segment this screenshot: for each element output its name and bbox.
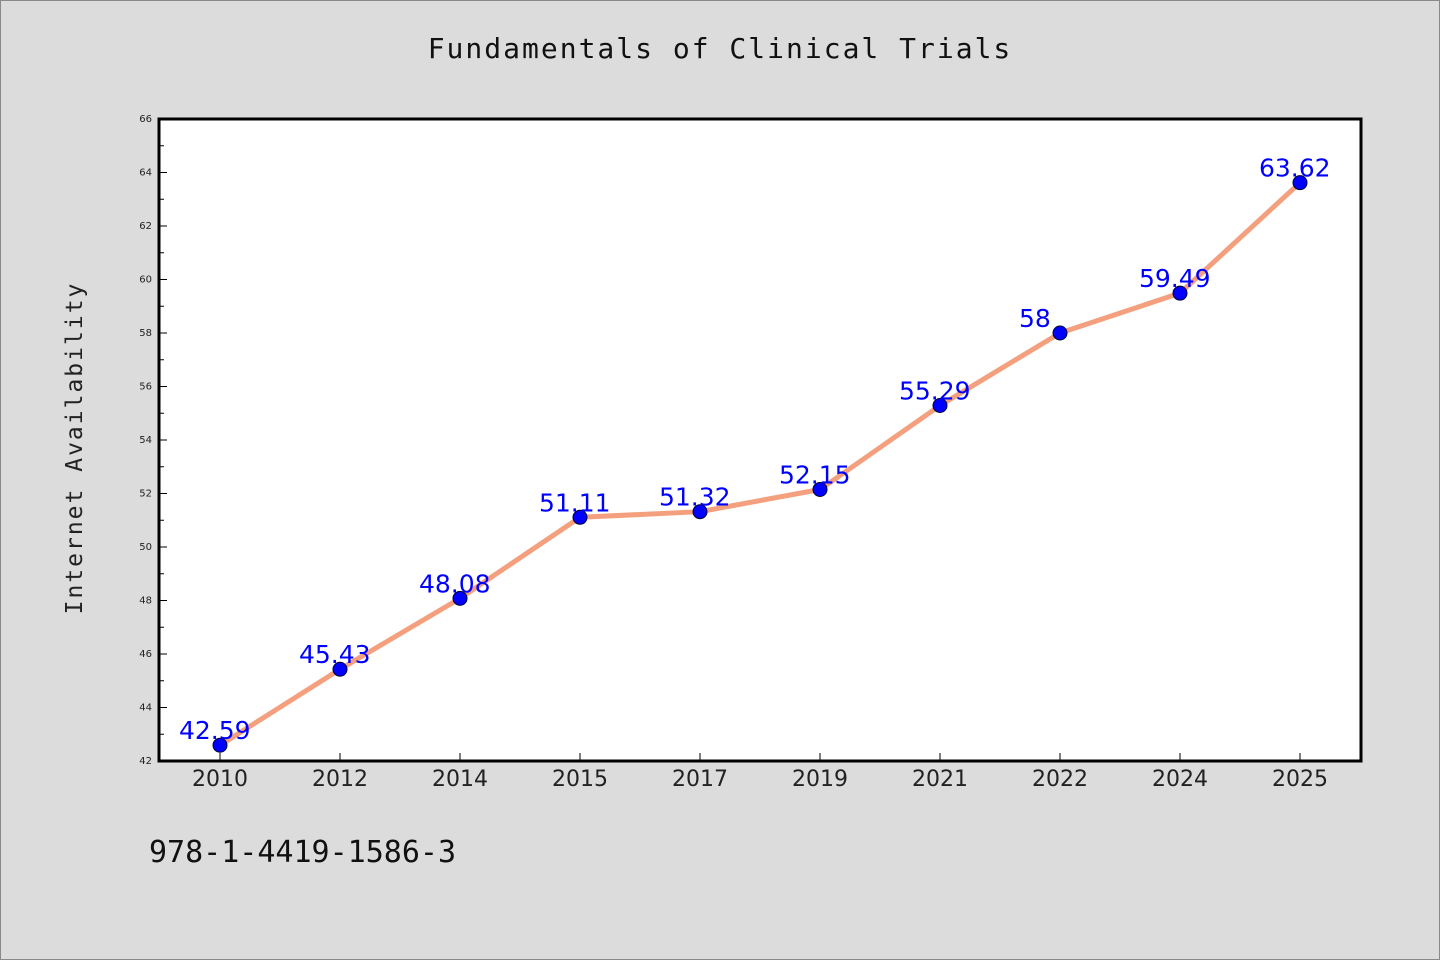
x-axis-ticks: 2010 2012 2014 2015 2017 2019 2021 2022 2024 2025 bbox=[192, 753, 1328, 792]
series-layer bbox=[212, 175, 1308, 753]
data-label: 51.11 bbox=[539, 488, 611, 517]
x-tick-label: 2014 bbox=[432, 767, 488, 792]
x-tick-label: 2017 bbox=[672, 767, 728, 792]
x-tick-label: 2025 bbox=[1272, 767, 1328, 792]
y-tick-label: 64 bbox=[139, 168, 152, 179]
y-tick-label: 62 bbox=[139, 221, 152, 232]
x-tick-label: 2024 bbox=[1152, 767, 1208, 792]
chart-title: Fundamentals of Clinical Trials bbox=[427, 32, 1013, 65]
x-tick-label: 2010 bbox=[192, 767, 248, 792]
data-point bbox=[1172, 285, 1188, 301]
y-tick-label: 66 bbox=[139, 114, 152, 125]
y-tick-label: 42 bbox=[139, 756, 152, 767]
y-tick-label: 46 bbox=[139, 649, 152, 660]
data-label-layer: 42.59 45.43 48.08 51.11 51.32 52.15 55.29 58 59.… bbox=[179, 154, 1331, 746]
x-tick-label: 2019 bbox=[792, 767, 848, 792]
data-point bbox=[692, 504, 708, 520]
data-label: 58 bbox=[1019, 304, 1051, 333]
isbn-text: 978-1-4419-1586-3 bbox=[149, 835, 457, 870]
data-point bbox=[452, 590, 468, 606]
y-tick-label: 60 bbox=[139, 275, 152, 286]
y-tick-label: 44 bbox=[139, 703, 152, 714]
data-label: 42.59 bbox=[179, 716, 251, 745]
data-point bbox=[1292, 175, 1308, 191]
y-tick-label: 52 bbox=[139, 489, 152, 500]
data-label: 48.08 bbox=[419, 569, 491, 598]
data-point bbox=[212, 737, 228, 753]
data-label: 52.15 bbox=[779, 460, 851, 489]
data-point bbox=[572, 509, 588, 525]
y-axis-ticks: 42 44 46 48 50 52 54 56 58 60 62 64 66 bbox=[139, 114, 167, 767]
data-point bbox=[932, 397, 948, 413]
y-tick-label: 50 bbox=[139, 542, 152, 553]
y-tick-label: 58 bbox=[139, 328, 152, 339]
x-tick-label: 2022 bbox=[1032, 767, 1088, 792]
data-label: 63.62 bbox=[1259, 154, 1331, 183]
data-point bbox=[1052, 325, 1068, 341]
y-tick-label: 48 bbox=[139, 596, 152, 607]
plot-area bbox=[157, 117, 1363, 763]
data-label: 51.32 bbox=[659, 483, 731, 512]
data-label: 59.49 bbox=[1139, 264, 1211, 293]
x-tick-label: 2021 bbox=[912, 767, 968, 792]
data-point bbox=[812, 481, 828, 497]
x-tick-label: 2012 bbox=[312, 767, 368, 792]
data-label: 45.43 bbox=[299, 640, 371, 669]
x-tick-label: 2015 bbox=[552, 767, 608, 792]
y-tick-label: 56 bbox=[139, 382, 152, 393]
data-point bbox=[332, 661, 348, 677]
data-label: 55.29 bbox=[899, 376, 971, 405]
y-tick-label: 54 bbox=[139, 435, 152, 446]
series-line bbox=[217, 180, 1303, 748]
